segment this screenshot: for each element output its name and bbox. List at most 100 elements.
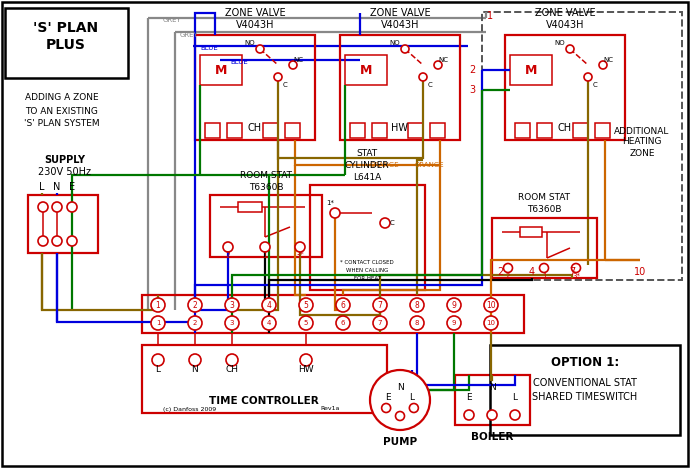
Text: 1: 1 <box>156 300 160 309</box>
Bar <box>492 218 597 278</box>
Circle shape <box>464 410 474 420</box>
Text: 4: 4 <box>267 320 271 326</box>
Bar <box>510 55 552 85</box>
Text: BOILER: BOILER <box>471 432 513 442</box>
Circle shape <box>299 316 313 330</box>
Circle shape <box>262 316 276 330</box>
Text: N: N <box>397 383 404 393</box>
Bar <box>340 35 460 140</box>
Text: 3*: 3* <box>572 273 580 279</box>
Bar <box>595 123 610 138</box>
Text: BLUE: BLUE <box>200 45 218 51</box>
Text: T6360B: T6360B <box>249 183 284 191</box>
Circle shape <box>336 316 350 330</box>
Circle shape <box>188 298 202 312</box>
Circle shape <box>419 73 427 81</box>
Text: ZONE: ZONE <box>629 148 655 158</box>
Text: * CONTACT CLOSED: * CONTACT CLOSED <box>340 259 394 264</box>
Bar <box>142 295 524 333</box>
Text: CH: CH <box>226 366 239 374</box>
Text: CH: CH <box>248 123 262 133</box>
Circle shape <box>225 298 239 312</box>
Bar <box>227 123 242 138</box>
Circle shape <box>510 410 520 420</box>
Text: STAT: STAT <box>357 148 377 158</box>
Circle shape <box>52 236 62 246</box>
Circle shape <box>152 354 164 366</box>
Text: 2: 2 <box>497 267 503 277</box>
Circle shape <box>409 403 418 412</box>
Text: ADDING A ZONE: ADDING A ZONE <box>26 94 99 102</box>
Text: ZONE VALVE: ZONE VALVE <box>370 8 431 18</box>
Circle shape <box>188 316 202 330</box>
Text: 9: 9 <box>451 300 457 309</box>
Text: E: E <box>385 394 391 402</box>
Text: C: C <box>593 82 598 88</box>
Bar <box>263 123 278 138</box>
Bar <box>482 12 682 280</box>
Text: N: N <box>489 382 495 392</box>
Text: 10: 10 <box>486 300 496 309</box>
Text: 3*: 3* <box>295 250 304 259</box>
Bar <box>537 123 552 138</box>
Text: T6360B: T6360B <box>526 205 561 214</box>
Text: M: M <box>215 64 227 76</box>
Text: 1: 1 <box>487 11 493 21</box>
Text: ROOM STAT: ROOM STAT <box>518 193 570 203</box>
Text: HEATING: HEATING <box>622 138 662 146</box>
Bar <box>345 55 387 85</box>
Circle shape <box>38 236 48 246</box>
Text: Rev1a: Rev1a <box>320 407 339 411</box>
Circle shape <box>38 202 48 212</box>
Circle shape <box>566 45 574 53</box>
Text: 1: 1 <box>542 273 546 279</box>
Text: 9: 9 <box>452 320 456 326</box>
Text: E: E <box>69 182 75 192</box>
Circle shape <box>274 73 282 81</box>
Text: GREY: GREY <box>180 32 199 38</box>
Bar <box>430 123 445 138</box>
Text: C: C <box>428 82 433 88</box>
Text: 7: 7 <box>377 300 382 309</box>
Circle shape <box>330 208 340 218</box>
Text: NC: NC <box>603 57 613 63</box>
Bar <box>408 123 423 138</box>
Circle shape <box>487 410 497 420</box>
Text: 8: 8 <box>415 320 420 326</box>
Circle shape <box>295 242 305 252</box>
Circle shape <box>447 316 461 330</box>
Text: 2: 2 <box>469 65 475 75</box>
Text: TIME CONTROLLER: TIME CONTROLLER <box>209 396 319 406</box>
Bar <box>28 195 98 253</box>
Bar <box>285 123 300 138</box>
Text: ORANGE: ORANGE <box>415 162 444 168</box>
Text: CYLINDER: CYLINDER <box>345 161 389 169</box>
Text: 10: 10 <box>486 320 495 326</box>
Text: OPTION 1:: OPTION 1: <box>551 357 619 370</box>
Circle shape <box>223 242 233 252</box>
Text: 3: 3 <box>469 85 475 95</box>
Bar <box>515 123 530 138</box>
Text: L: L <box>39 182 45 192</box>
Circle shape <box>370 370 430 430</box>
Text: L: L <box>409 394 415 402</box>
Circle shape <box>434 61 442 69</box>
Bar <box>505 35 625 140</box>
Text: NC: NC <box>293 57 303 63</box>
Text: TO AN EXISTING: TO AN EXISTING <box>26 107 99 116</box>
Circle shape <box>256 45 264 53</box>
Text: 7: 7 <box>377 320 382 326</box>
Circle shape <box>336 298 350 312</box>
Circle shape <box>262 298 276 312</box>
Circle shape <box>410 316 424 330</box>
Text: 2: 2 <box>226 250 230 259</box>
Text: 1: 1 <box>263 250 268 259</box>
Bar <box>142 345 387 413</box>
Text: CONVENTIONAL STAT: CONVENTIONAL STAT <box>533 378 637 388</box>
Circle shape <box>401 45 409 53</box>
Text: 5: 5 <box>304 320 308 326</box>
Text: SUPPLY: SUPPLY <box>44 155 86 165</box>
Circle shape <box>67 236 77 246</box>
Circle shape <box>260 242 270 252</box>
Bar <box>372 123 387 138</box>
